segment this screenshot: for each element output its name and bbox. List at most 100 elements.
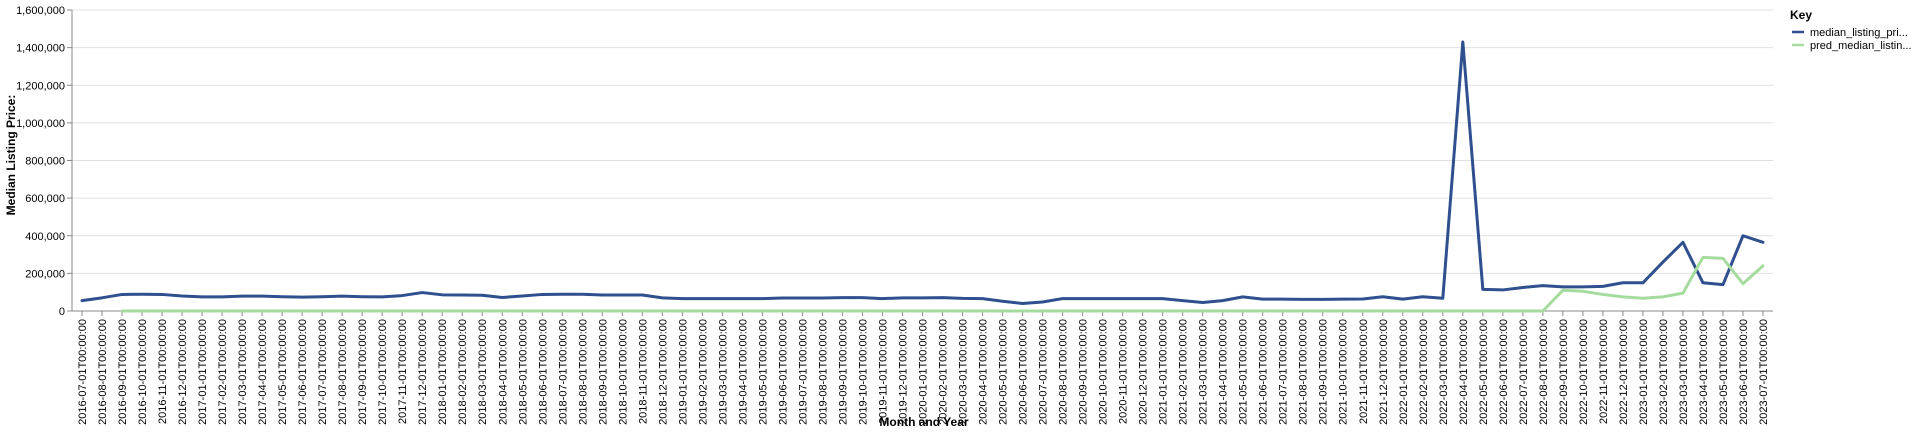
x-tick-label: 2017-03-01T00:00:00 (237, 319, 249, 425)
x-tick-label: 2017-08-01T00:00:00 (337, 319, 349, 425)
x-tick-label: 2021-10-01T00:00:00 (1338, 319, 1350, 425)
x-tick-label: 2017-11-01T00:00:00 (397, 319, 409, 424)
x-tick-label: 2020-12-01T00:00:00 (1138, 319, 1150, 425)
x-tick-label: 2019-11-01T00:00:00 (877, 319, 889, 424)
series-line-2 (120, 255, 1765, 313)
y-tick-label: 1,000,000 (16, 118, 65, 130)
x-tick-label: 2023-02-01T00:00:00 (1658, 319, 1670, 425)
x-tick-label: 2017-01-01T00:00:00 (197, 319, 209, 425)
x-tick-label: 2022-06-01T00:00:00 (1498, 319, 1510, 425)
x-tick-label: 2023-06-01T00:00:00 (1738, 319, 1750, 425)
x-axis: 2016-07-01T00:00:00 2016-08-01T00:00:00 20… (72, 310, 1773, 425)
x-tick-label: 2017-07-01T00:00:00 (317, 319, 329, 425)
series-line-1 (80, 40, 1765, 305)
x-tick-label: 2017-09-01T00:00:00 (357, 319, 369, 425)
x-tick-label: 2022-08-01T00:00:00 (1538, 319, 1550, 425)
x-tick-label: 2016-10-01T00:00:00 (137, 319, 149, 425)
x-tick-label: 2020-07-01T00:00:00 (1038, 319, 1050, 425)
x-tick-label: 2021-05-01T00:00:00 (1238, 319, 1250, 425)
x-tick-label: 2021-12-01T00:00:00 (1378, 319, 1390, 425)
x-tick-label: 2019-03-01T00:00:00 (717, 319, 729, 425)
x-tick-label: 2022-01-01T00:00:00 (1398, 319, 1410, 425)
x-tick-label: 2020-05-01T00:00:00 (998, 319, 1010, 425)
legend-label: median_listing_pri... (1810, 27, 1908, 39)
x-tick-label: 2018-05-01T00:00:00 (517, 319, 529, 425)
y-axis: 0 200,000 400,000 600,000 800,000 1,000,000 1,… (16, 5, 73, 318)
x-axis-title: Month and Year (879, 415, 968, 429)
x-tick-label: 2022-11-01T00:00:00 (1598, 319, 1610, 424)
x-tick-label: 2023-03-01T00:00:00 (1678, 319, 1690, 425)
x-tick-label: 2019-02-01T00:00:00 (697, 319, 709, 425)
y-axis-title: Median Listing Price: (4, 95, 18, 216)
x-tick-label: 2018-12-01T00:00:00 (657, 319, 669, 425)
x-tick-label: 2017-04-01T00:00:00 (257, 319, 269, 425)
x-tick-label: 2018-06-01T00:00:00 (537, 319, 549, 425)
x-tick-label: 2018-09-01T00:00:00 (597, 319, 609, 425)
x-tick-label: 2016-09-01T00:00:00 (117, 319, 129, 425)
x-tick-label: 2016-11-01T00:00:00 (157, 319, 169, 424)
x-tick-label: 2022-02-01T00:00:00 (1418, 319, 1430, 425)
x-tick-label: 2021-07-01T00:00:00 (1278, 319, 1290, 425)
x-tick-label: 2019-07-01T00:00:00 (797, 319, 809, 425)
x-tick-label: 2023-04-01T00:00:00 (1698, 319, 1710, 425)
x-tick-label: 2018-01-01T00:00:00 (437, 319, 449, 425)
y-tick-label: 400,000 (25, 231, 65, 243)
x-tick-label: 2022-09-01T00:00:00 (1558, 319, 1570, 425)
x-tick-label: 2019-09-01T00:00:00 (837, 319, 849, 425)
x-tick-label: 2018-02-01T00:00:00 (457, 319, 469, 425)
x-tick-label: 2019-08-01T00:00:00 (817, 319, 829, 425)
x-tick-label: 2019-01-01T00:00:00 (677, 319, 689, 425)
x-tick-label: 2018-03-01T00:00:00 (477, 319, 489, 425)
x-tick-label: 2019-12-01T00:00:00 (897, 319, 909, 425)
x-tick-label: 2021-01-01T00:00:00 (1158, 319, 1170, 425)
x-tick-label: 2020-01-01T00:00:00 (918, 319, 930, 425)
x-tick-label: 2017-02-01T00:00:00 (217, 319, 229, 425)
x-tick-label: 2017-12-01T00:00:00 (417, 319, 429, 425)
x-tick-label: 2019-10-01T00:00:00 (857, 319, 869, 425)
y-tick-label: 1,200,000 (16, 80, 65, 92)
x-tick-label: 2022-05-01T00:00:00 (1478, 319, 1490, 425)
x-tick-label: 2021-03-01T00:00:00 (1198, 319, 1210, 425)
x-tick-label: 2017-05-01T00:00:00 (277, 319, 289, 425)
x-tick-label: 2020-10-01T00:00:00 (1098, 319, 1110, 425)
x-tick-label: 2021-08-01T00:00:00 (1298, 319, 1310, 425)
x-tick-label: 2020-08-01T00:00:00 (1058, 319, 1070, 425)
x-tick-label: 2020-04-01T00:00:00 (978, 319, 990, 425)
y-tick-label: 1,400,000 (16, 43, 65, 55)
legend: Key median_listing_pri...pred_median_lis… (1790, 8, 1912, 52)
x-tick-label: 2017-10-01T00:00:00 (377, 319, 389, 425)
y-tick-label: 1,600,000 (16, 5, 65, 17)
x-tick-label: 2022-07-01T00:00:00 (1518, 319, 1530, 425)
y-tick-label: 600,000 (25, 193, 65, 205)
x-tick-label: 2021-11-01T00:00:00 (1358, 319, 1370, 424)
legend-title: Key (1790, 8, 1812, 22)
x-tick-label: 2020-06-01T00:00:00 (1018, 319, 1030, 425)
legend-label: pred_median_listin... (1810, 40, 1912, 52)
x-tick-label: 2020-03-01T00:00:00 (958, 319, 970, 425)
x-tick-label: 2022-04-01T00:00:00 (1458, 319, 1470, 425)
x-tick-label: 2020-11-01T00:00:00 (1118, 319, 1130, 424)
x-tick-label: 2019-06-01T00:00:00 (777, 319, 789, 425)
x-tick-label: 2018-07-01T00:00:00 (557, 319, 569, 425)
x-tick-label: 2018-04-01T00:00:00 (497, 319, 509, 425)
x-tick-label: 2023-05-01T00:00:00 (1718, 319, 1730, 425)
y-tick-label: 800,000 (25, 156, 65, 168)
x-tick-label: 2023-01-01T00:00:00 (1638, 319, 1650, 425)
y-tick-label: 0 (59, 306, 65, 318)
x-tick-label: 2019-05-01T00:00:00 (757, 319, 769, 425)
x-tick-label: 2018-08-01T00:00:00 (577, 319, 589, 425)
x-tick-label: 2023-07-01T00:00:00 (1758, 319, 1770, 425)
x-tick-label: 2019-04-01T00:00:00 (737, 319, 749, 425)
y-tick-label: 200,000 (25, 268, 65, 280)
x-tick-label: 2016-08-01T00:00:00 (97, 319, 109, 425)
x-tick-label: 2020-02-01T00:00:00 (938, 319, 950, 425)
x-tick-label: 2018-11-01T00:00:00 (637, 319, 649, 424)
x-tick-label: 2017-06-01T00:00:00 (297, 319, 309, 425)
x-tick-label: 2022-03-01T00:00:00 (1438, 319, 1450, 425)
x-tick-label: 2021-04-01T00:00:00 (1218, 319, 1230, 425)
x-tick-label: 2018-10-01T00:00:00 (617, 319, 629, 425)
x-tick-label: 2020-09-01T00:00:00 (1078, 319, 1090, 425)
x-tick-label: 2016-12-01T00:00:00 (177, 319, 189, 425)
gridlines (72, 9, 1773, 312)
